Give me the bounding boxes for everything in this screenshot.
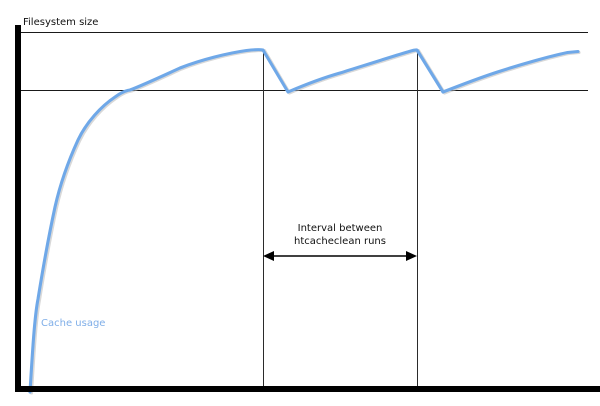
filesystem-size-label: Filesystem size: [23, 17, 98, 28]
interval-arrow-head-left: [263, 251, 274, 261]
cache-usage-label: Cache usage: [41, 318, 105, 329]
interval-arrow-head-right: [406, 251, 417, 261]
y-axis: [15, 25, 21, 392]
interval-label-line-2: htcacheclean runs: [294, 236, 386, 247]
interval-label-line-1: Interval between: [298, 223, 383, 234]
cache-usage-curve: [28, 48, 580, 394]
x-axis: [15, 386, 600, 392]
